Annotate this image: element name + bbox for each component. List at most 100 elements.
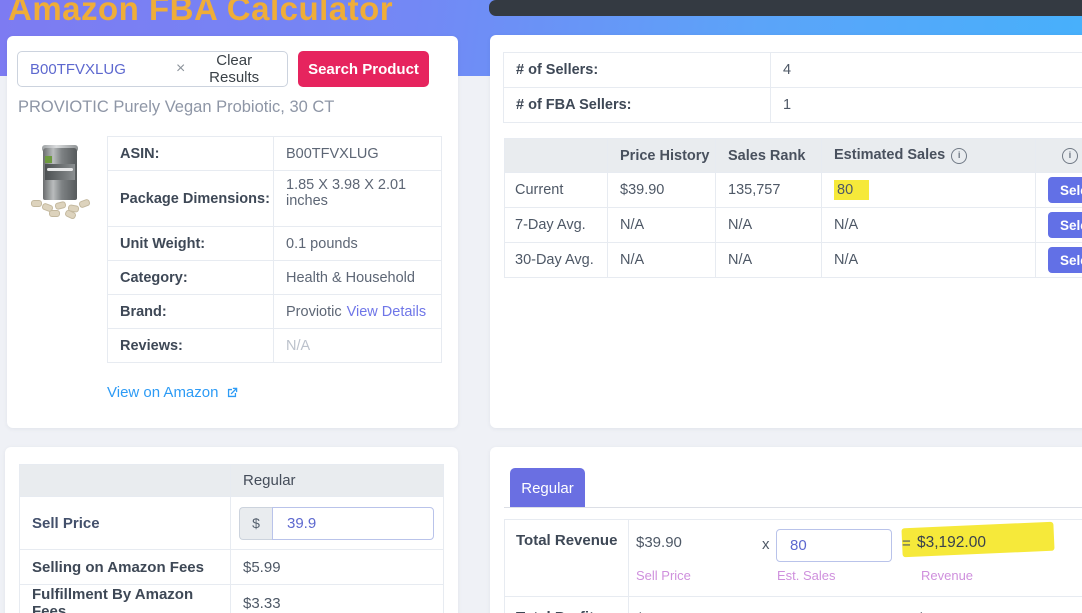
table-row: Brand: Proviotic View Details <box>107 294 442 329</box>
fba-sellers-value: 1 <box>770 87 1082 123</box>
sales-cell: N/A <box>821 207 1036 243</box>
table-row: Reviews: N/A <box>107 328 442 363</box>
revenue-total: $3,192.00 <box>917 534 986 551</box>
detail-value: N/A <box>273 328 442 363</box>
revenue-sublabel: Revenue <box>921 568 974 583</box>
pill-graphic <box>31 200 42 207</box>
equals-sign: = <box>902 610 911 613</box>
table-row: Fulfillment By Amazon Fees $3.33 <box>19 584 444 613</box>
row-label: 7-Day Avg. <box>504 207 608 243</box>
sell-price-cell: $ <box>230 496 444 550</box>
total-revenue-label: Total Revenue <box>505 520 629 596</box>
top-dark-bar <box>489 0 1082 16</box>
view-on-amazon-link[interactable]: View on Amazon <box>107 384 239 401</box>
table-header-row: Regular <box>19 464 444 497</box>
external-link-icon <box>228 387 238 397</box>
revenue-table: Total Revenue $39.90 x = $3,192.00 Sell … <box>504 519 1082 613</box>
can-text-graphic <box>47 168 73 171</box>
multiply-sign: x <box>762 610 770 613</box>
search-product-button[interactable]: Search Product <box>298 51 429 87</box>
sales-cell: N/A <box>821 242 1036 278</box>
price-cell: N/A <box>607 242 716 278</box>
estimated-sales-header: Estimated Sales i <box>821 138 1036 173</box>
sell-price-sublabel: Sell Price <box>636 568 691 583</box>
table-row: Current $39.90 135,757 80 Select <box>504 172 1082 208</box>
table-row: 30-Day Avg. N/A N/A N/A Select <box>504 242 1082 278</box>
tab-divider <box>504 507 1082 508</box>
profit-quantity: 80 <box>778 610 795 613</box>
pill-graphic <box>54 200 67 211</box>
total-profit-label: Total Profit <box>505 597 629 613</box>
can-label-graphic <box>45 164 75 180</box>
fba-fees-value: $3.33 <box>230 584 444 613</box>
total-revenue-row: Total Revenue $39.90 x = $3,192.00 Sell … <box>505 520 1082 596</box>
select-button[interactable]: Select <box>1048 247 1082 273</box>
rank-cell: N/A <box>715 207 822 243</box>
table-row: # of Sellers: 4 <box>503 52 1082 88</box>
empty-header <box>19 464 231 497</box>
sales-cell: 80 <box>821 172 1036 208</box>
detail-value: Proviotic View Details <box>273 294 442 329</box>
row-label: 30-Day Avg. <box>504 242 608 278</box>
sell-price-label: Sell Price <box>19 496 231 550</box>
sell-price-input[interactable] <box>272 506 434 540</box>
profit-total: $2,446.40 <box>917 610 984 613</box>
total-profit-row: Total Profit $30.58 x 80 = $2,446.40 <box>505 596 1082 613</box>
empty-header <box>504 138 608 173</box>
detail-value: 0.1 pounds <box>273 226 442 261</box>
product-card: × Clear Results Search Product PROVIOTIC… <box>7 36 458 428</box>
pill-graphic <box>78 198 91 209</box>
est-sales-sublabel: Est. Sales <box>777 568 836 583</box>
brand-value: Proviotic <box>286 303 342 320</box>
table-row: Unit Weight: 0.1 pounds <box>107 226 442 261</box>
market-data-card: # of Sellers: 4 # of FBA Sellers: 1 Pric… <box>490 35 1082 428</box>
price-history-table: Price History Sales Rank Estimated Sales… <box>504 138 1082 278</box>
amazon-fees-value: $5.99 <box>230 549 444 585</box>
tab-regular[interactable]: Regular <box>510 468 585 508</box>
profit-price: $30.58 <box>636 610 682 613</box>
action-cell: Select <box>1035 207 1082 243</box>
detail-label: Category: <box>107 260 274 295</box>
detail-value: 1.85 X 3.98 X 2.01 inches <box>273 170 442 227</box>
table-row: 7-Day Avg. N/A N/A N/A Select <box>504 207 1082 243</box>
fees-table: Regular Sell Price $ Selling on Amazon F… <box>19 464 444 613</box>
product-title: PROVIOTIC Purely Vegan Probiotic, 30 CT <box>18 98 335 116</box>
revenue-price: $39.90 <box>636 534 682 551</box>
table-row: ASIN: B00TFVXLUG <box>107 136 442 171</box>
sellers-table: # of Sellers: 4 # of FBA Sellers: 1 <box>503 52 1082 123</box>
equals-sign: = <box>902 535 911 552</box>
clear-results-button[interactable]: × Clear Results <box>170 51 288 87</box>
detail-label: Package Dimensions: <box>107 170 274 227</box>
clear-icon: × <box>176 60 186 77</box>
search-input[interactable] <box>17 51 288 87</box>
product-image <box>25 142 97 220</box>
can-accent-graphic <box>45 156 52 163</box>
sales-rank-header: Sales Rank <box>715 138 822 173</box>
info-icon[interactable]: i <box>1062 147 1078 164</box>
action-cell: Select <box>1035 172 1082 208</box>
detail-value: B00TFVXLUG <box>273 136 442 171</box>
detail-label: ASIN: <box>107 136 274 171</box>
highlight-mark: 80 <box>834 180 870 200</box>
product-details-table: ASIN: B00TFVXLUG Package Dimensions: 1.8… <box>107 136 442 363</box>
fba-sellers-label: # of FBA Sellers: <box>503 87 771 123</box>
view-on-amazon-label: View on Amazon <box>107 384 219 401</box>
price-cell: $39.90 <box>607 172 716 208</box>
rank-cell: N/A <box>715 242 822 278</box>
detail-label: Brand: <box>107 294 274 329</box>
select-button[interactable]: Select <box>1048 177 1082 203</box>
view-details-link[interactable]: View Details <box>346 303 427 320</box>
table-row: Category: Health & Household <box>107 260 442 295</box>
table-row: # of FBA Sellers: 1 <box>503 87 1082 123</box>
info-icon[interactable]: i <box>951 147 968 164</box>
select-button[interactable]: Select <box>1048 212 1082 238</box>
est-sales-input[interactable] <box>776 529 892 562</box>
action-cell: Select <box>1035 242 1082 278</box>
table-row: Selling on Amazon Fees $5.99 <box>19 549 444 585</box>
page-title: Amazon FBA Calculator <box>8 0 394 27</box>
regular-column-header: Regular <box>230 464 444 497</box>
multiply-sign: x <box>762 536 770 553</box>
table-header-row: Price History Sales Rank Estimated Sales… <box>504 138 1082 173</box>
detail-value: Health & Household <box>273 260 442 295</box>
profit-card: Regular Total Revenue $39.90 x = $3,192.… <box>490 447 1082 613</box>
